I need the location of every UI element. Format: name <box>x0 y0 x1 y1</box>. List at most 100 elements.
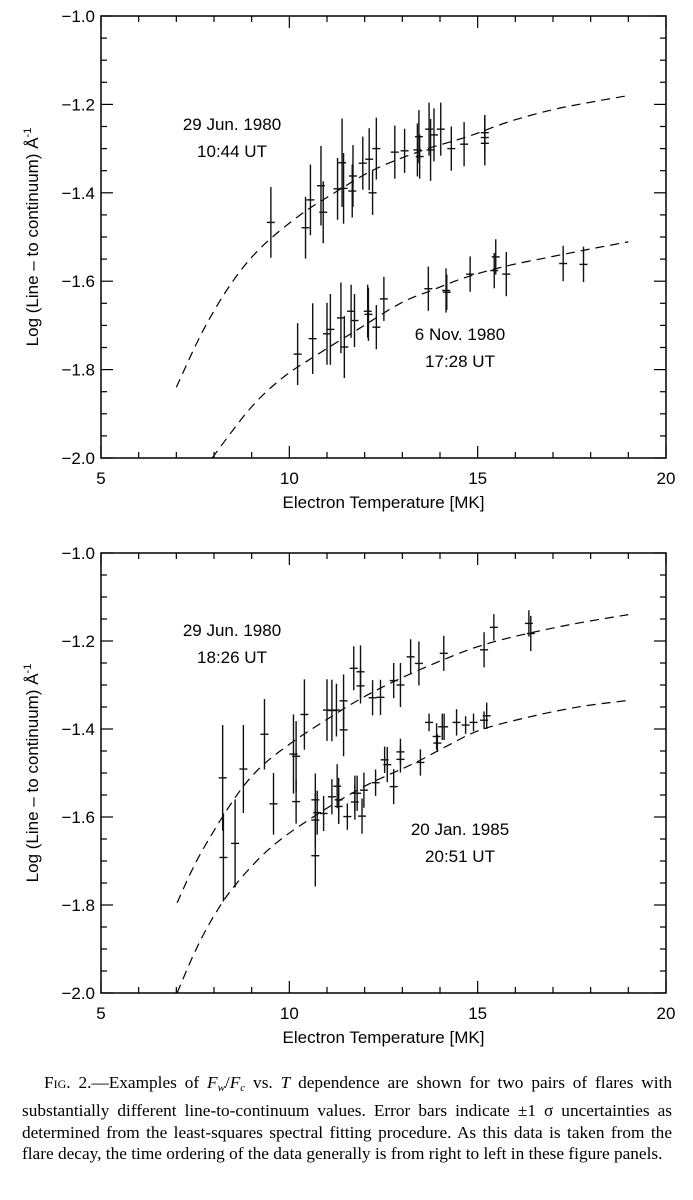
data-point <box>333 764 342 809</box>
y-tick-label: −1.6 <box>61 272 95 291</box>
data-point <box>414 110 423 164</box>
y-tick-label: −1.8 <box>61 896 95 915</box>
data-point <box>425 102 434 156</box>
y-axis-label: Log (Line – to continuum) Å-1 <box>22 664 42 883</box>
data-point <box>350 784 359 820</box>
data-point <box>502 252 511 297</box>
data-point <box>308 303 317 375</box>
caption-fc-sub: c <box>240 1082 246 1094</box>
series-1: 29 Jun. 1980 10:44 UT <box>175 94 629 388</box>
y-tick-label: −1.8 <box>61 361 95 380</box>
fit-curve <box>211 241 629 459</box>
data-point <box>383 747 392 783</box>
y-tick-label: −2.0 <box>61 984 95 1003</box>
data-point <box>339 703 348 757</box>
y-tick-label: −2.0 <box>61 449 95 468</box>
data-point <box>439 635 448 671</box>
data-point <box>239 725 248 814</box>
caption-t: T <box>280 1073 291 1092</box>
data-point <box>343 803 352 830</box>
data-point <box>347 284 356 338</box>
y-axis-label-text: Log (Line – to continuum) Å <box>23 673 42 883</box>
y-axis-label: Log (Line – to continuum) Å-1 <box>22 128 42 347</box>
data-point <box>326 294 335 365</box>
data-point <box>293 323 302 386</box>
data-point <box>372 305 381 350</box>
y-tick-label: −1.6 <box>61 808 95 827</box>
data-point <box>491 239 500 275</box>
chart-panel-bottom: 5 10 15 20 −2.0 −1.8 −1.6 −1.4 −1.2 −1.0 Electron … <box>22 544 675 1047</box>
caption-fw-sub: w <box>217 1082 225 1094</box>
data-point <box>414 641 423 686</box>
data-point <box>340 316 349 378</box>
data-point <box>489 614 498 641</box>
chart-panel-top: 5 10 15 20 −2.0 −1.8 −1.6 −1.4 −1.2 −1.0 Electron … <box>22 7 675 512</box>
data-point <box>371 769 380 796</box>
data-point <box>359 772 368 808</box>
data-point <box>482 702 491 729</box>
y-tick-label: −1.2 <box>61 95 95 114</box>
data-point <box>400 128 409 173</box>
x-tick-label: 15 <box>468 469 487 488</box>
figure-caption: Fig. 2.—Examples of Fw/Fc vs. T dependen… <box>22 1072 672 1165</box>
fit-curve <box>176 699 629 994</box>
y-tick-label: −1.2 <box>61 632 95 651</box>
series-label-date: 6 Nov. 1980 <box>415 325 505 344</box>
data-point <box>442 274 451 310</box>
data-point <box>579 246 588 283</box>
data-point <box>358 136 367 190</box>
data-point <box>376 679 385 715</box>
data-point <box>363 284 372 338</box>
data-point <box>480 121 489 166</box>
data-point <box>447 126 456 171</box>
data-point <box>301 196 310 259</box>
y-tick-label: −1.0 <box>61 544 95 563</box>
data-point <box>266 187 275 258</box>
series-1: 29 Jun. 1980 18:26 UT <box>176 610 629 904</box>
series-label-date: 29 Jun. 1980 <box>183 115 281 134</box>
data-point <box>231 799 240 888</box>
data-point <box>358 798 367 834</box>
data-point <box>433 734 442 752</box>
data-point <box>406 639 415 675</box>
data-point <box>559 245 568 282</box>
data-point <box>461 716 470 734</box>
data-point <box>311 824 320 887</box>
data-point <box>219 813 228 902</box>
data-point <box>292 779 301 824</box>
data-point <box>313 790 322 835</box>
x-tick-label: 15 <box>468 1004 487 1023</box>
caption-fig-label: Fig. 2. <box>44 1073 92 1092</box>
data-point <box>356 668 365 704</box>
data-point <box>396 746 405 773</box>
plot-frame <box>100 15 667 459</box>
caption-fc: F <box>229 1073 241 1092</box>
data-point <box>424 266 433 311</box>
data-point <box>327 779 336 815</box>
series-2: 6 Nov. 1980 17:28 UT <box>211 239 629 459</box>
series-label-date: 29 Jun. 1980 <box>183 621 281 640</box>
series-label-date: 20 Jan. 1985 <box>411 820 509 839</box>
data-point <box>432 723 441 750</box>
data-point <box>389 769 398 805</box>
data-point <box>319 795 328 832</box>
y-axis-label-text: Log (Line – to continuum) Å <box>23 137 42 347</box>
data-point <box>389 663 398 699</box>
data-point <box>490 252 499 289</box>
data-point <box>415 134 424 179</box>
data-point <box>306 164 315 236</box>
data-point <box>339 153 348 224</box>
caption-slash: / <box>224 1073 230 1092</box>
x-tick-label: 20 <box>657 1004 676 1023</box>
data-point <box>364 287 373 341</box>
data-point <box>334 788 343 825</box>
data-point <box>442 268 451 313</box>
data-point <box>426 118 435 181</box>
data-point <box>452 709 461 736</box>
data-point <box>425 713 434 732</box>
data-point <box>368 680 377 716</box>
data-point <box>348 164 357 218</box>
data-point <box>429 108 438 162</box>
data-point <box>436 102 445 156</box>
data-point <box>349 646 358 691</box>
